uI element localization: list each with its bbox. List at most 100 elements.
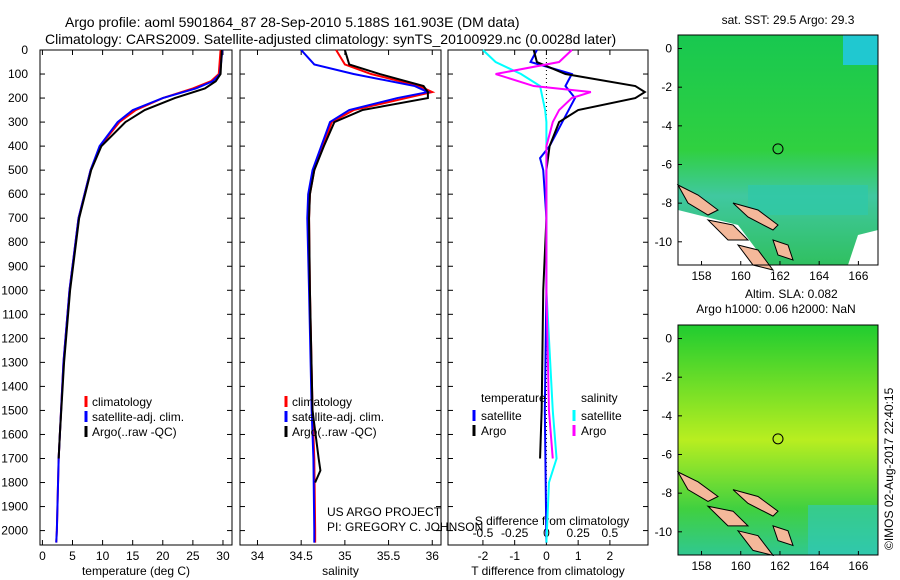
legend-label: Argo(..raw -QC) <box>292 425 377 439</box>
legend-label: Argo(..raw -QC) <box>92 425 177 439</box>
legend-label: Argo <box>481 424 507 438</box>
x-tick-label: 34 <box>251 549 265 563</box>
title-line-2: Climatology: CARS2009. Satellite-adjuste… <box>45 31 617 47</box>
y-tick-label: 1800 <box>1 476 28 490</box>
x2-tick-label: 0.5 <box>602 526 619 540</box>
map-y-tick-label: -8 <box>661 486 672 500</box>
x-tick-label: -2 <box>478 549 489 563</box>
y-tick-label: 900 <box>8 259 28 273</box>
x-tick-label: 0 <box>39 549 46 563</box>
y-tick-label: 1600 <box>1 427 28 441</box>
legend-label: climatology <box>292 395 352 409</box>
x-tick-label: 30 <box>216 549 230 563</box>
map-x-tick-label: 162 <box>770 559 790 573</box>
salinity-axes-box <box>239 49 442 546</box>
x-tick-label: 25 <box>186 549 200 563</box>
x-tick-label: 36 <box>426 549 440 563</box>
sst-map: 158 160 162 164 166 0 -2 -4 -6 -8 -10 sat. SST: 29.… <box>655 13 879 283</box>
temperature-axes-box <box>39 49 233 546</box>
map-y-tick-label: -2 <box>661 370 672 384</box>
missing-data-area <box>848 230 878 265</box>
legend-title-salinity: salinity <box>581 391 618 405</box>
x-tick-label: 35.5 <box>377 549 401 563</box>
y-tick-label: 100 <box>8 67 28 81</box>
x-tick-label: 2 <box>607 549 614 563</box>
legend-label: satellite <box>581 409 622 423</box>
y-tick-label: 1500 <box>1 403 28 417</box>
x-tick-label: 1 <box>575 549 582 563</box>
map-x-tick-label: 158 <box>692 559 712 573</box>
y-tick-label: 700 <box>8 211 28 225</box>
map-y-tick-label: -4 <box>661 409 672 423</box>
map-y-tick-label: -10 <box>655 235 673 249</box>
y-tick-label: 1100 <box>2 307 28 321</box>
project-line-1: US ARGO PROJECT <box>327 505 442 519</box>
map-y-tick-label: -10 <box>655 525 673 539</box>
x-tick-label: 0 <box>543 549 550 563</box>
title-line-1: Argo profile: aoml 5901864_87 28-Sep-201… <box>65 14 520 30</box>
argo-position-marker <box>772 143 784 155</box>
sla-map: 158 160 162 164 166 0 -2 -4 -6 -8 -10 Altim. SLA: 0… <box>655 287 879 573</box>
map-y-tick-label: -2 <box>661 80 672 94</box>
credit-text: ©IMOS 02-Aug-2017 22:40:15 <box>882 387 896 550</box>
map-x-tick-label: 164 <box>809 269 829 283</box>
series-line-argo <box>57 49 223 459</box>
map-field-patch <box>748 185 868 215</box>
map-x-tick-label: 160 <box>731 269 751 283</box>
y-tick-label: 1000 <box>1 283 28 297</box>
x-axis-label: T difference from climatology <box>471 564 625 578</box>
y-tick-label: 1700 <box>1 451 28 465</box>
x-axis-label: salinity <box>322 564 359 578</box>
y-tick-label: 400 <box>8 139 28 153</box>
x2-tick-label: -0.25 <box>501 526 529 540</box>
map-subtitle: Argo h1000: 0.06 h2000: NaN <box>696 302 855 316</box>
y-tick-label: 1400 <box>1 379 28 393</box>
y-tick-label: 200 <box>8 91 28 105</box>
y-tick-label: 600 <box>8 187 28 201</box>
map-x-tick-label: 162 <box>770 269 790 283</box>
series-line-satellite <box>300 49 432 543</box>
legend-title-temperature: temperature <box>481 391 546 405</box>
project-line-2: PI: GREGORY C. JOHNSON <box>327 520 483 534</box>
x2-axis-label: S difference from climatology <box>475 514 630 528</box>
y-tick-label: 2000 <box>1 524 28 538</box>
series-line-argo <box>308 49 429 483</box>
legend-label: climatology <box>92 395 152 409</box>
island-land <box>706 505 750 527</box>
x-tick-label: -1 <box>509 549 520 563</box>
map-x-tick-label: 160 <box>731 559 751 573</box>
map-frame <box>677 324 879 556</box>
series-line-s-argo <box>495 49 592 459</box>
island-land <box>732 202 779 231</box>
x-tick-label: 34.5 <box>289 549 313 563</box>
legend-label: satellite-adj. clim. <box>92 410 184 424</box>
legend-label: satellite-adj. clim. <box>292 410 384 424</box>
map-y-tick-label: -6 <box>661 157 672 171</box>
island-land <box>676 183 719 216</box>
legend-label: satellite <box>481 409 522 423</box>
island-land <box>676 470 719 502</box>
map-title: Altim. SLA: 0.082 <box>745 287 838 301</box>
x-tick-label: 15 <box>126 549 140 563</box>
island-land <box>706 219 750 241</box>
y-tick-label: 300 <box>8 115 28 129</box>
map-y-tick-label: 0 <box>665 42 672 56</box>
map-frame <box>677 34 879 266</box>
map-title: sat. SST: 29.5 Argo: 29.3 <box>722 13 855 27</box>
island-land <box>732 489 779 517</box>
x2-tick-label: 0.25 <box>566 526 590 540</box>
island-land <box>772 525 794 547</box>
y-tick-label: 1200 <box>1 331 28 345</box>
argo-position-marker <box>772 433 784 445</box>
series-line-t-argo <box>532 49 647 459</box>
island-land <box>736 244 775 271</box>
map-field-patch <box>843 35 878 65</box>
map-x-tick-label: 166 <box>848 559 868 573</box>
x2-tick-label: -0.5 <box>473 526 494 540</box>
map-y-tick-label: -6 <box>661 447 672 461</box>
map-x-tick-label: 158 <box>692 269 712 283</box>
map-y-tick-label: 0 <box>665 332 672 346</box>
x-tick-label: 10 <box>96 549 110 563</box>
x-tick-label: 20 <box>156 549 170 563</box>
